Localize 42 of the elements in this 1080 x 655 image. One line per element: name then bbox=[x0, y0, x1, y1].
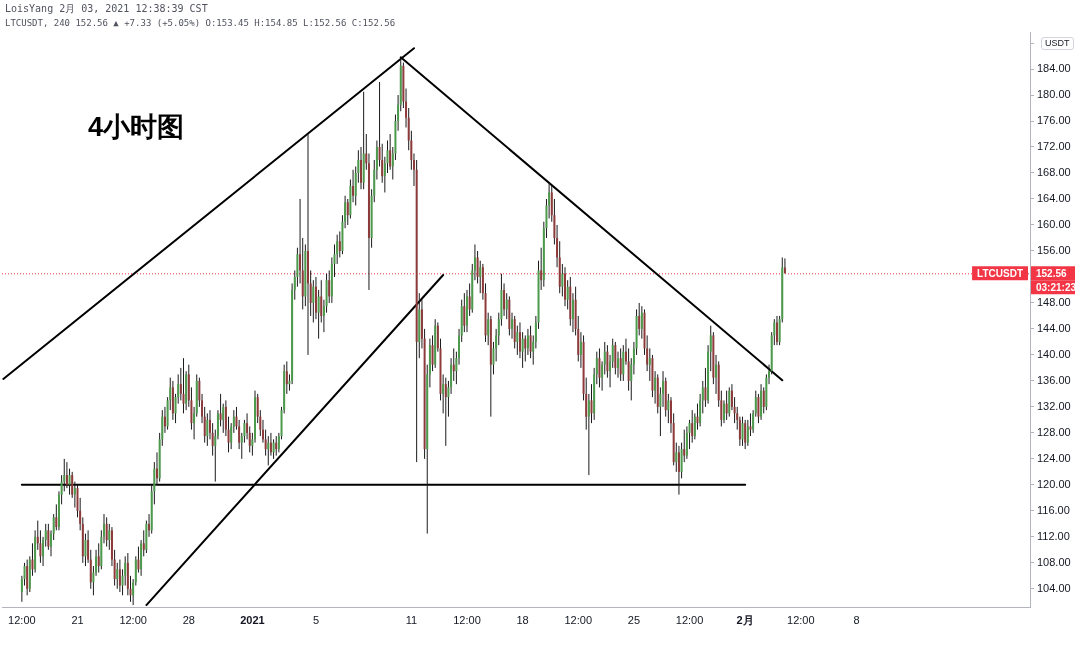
y-tick-label: 168.00 bbox=[1037, 166, 1071, 179]
text: 03:21:23 bbox=[1036, 281, 1077, 293]
x-tick-label: 11 bbox=[405, 613, 418, 626]
y-tick-label: 124.00 bbox=[1037, 451, 1071, 464]
y-tick-label: 156.00 bbox=[1037, 243, 1071, 256]
y-axis-title: USDT bbox=[1041, 37, 1074, 50]
y-tick-label: 160.00 bbox=[1037, 218, 1071, 230]
y-tick-label: 120.00 bbox=[1037, 477, 1071, 490]
y-tick-label: 180.00 bbox=[1037, 88, 1071, 101]
ref-line-label: LTCUSDT bbox=[977, 267, 1023, 279]
y-tick-label: 140.00 bbox=[1037, 347, 1071, 360]
x-tick-label: 12:00 bbox=[453, 613, 481, 626]
y-tick-label: 128.00 bbox=[1037, 425, 1071, 438]
y-tick-label: 184.00 bbox=[1037, 62, 1071, 75]
x-tick-label: 8 bbox=[853, 613, 860, 626]
chart-subtitle: LoisYang 2月 03, 2021 12:38:39 CST bbox=[5, 3, 208, 15]
text: 152.56 bbox=[1036, 267, 1068, 279]
x-tick-label: 2月 bbox=[736, 613, 754, 626]
x-tick-label: 21 bbox=[71, 613, 84, 626]
y-tick-label: 112.00 bbox=[1037, 529, 1070, 542]
y-tick-label: 144.00 bbox=[1037, 321, 1071, 334]
x-tick-label: 5 bbox=[312, 613, 320, 626]
x-tick-label: 12:00 bbox=[564, 613, 593, 626]
y-tick-label: 104.00 bbox=[1037, 581, 1071, 594]
x-tick-label: 12:00 bbox=[787, 613, 815, 626]
x-tick-label: 12:00 bbox=[119, 613, 147, 626]
y-tick-label: 172.00 bbox=[1037, 140, 1071, 153]
x-tick-label: 28 bbox=[182, 613, 195, 626]
x-tick-label: 12:00 bbox=[675, 613, 704, 626]
x-tick-label: 18 bbox=[516, 613, 529, 626]
y-tick-label: 136.00 bbox=[1037, 373, 1071, 386]
x-tick-label: 25 bbox=[627, 613, 641, 626]
y-tick-label: 148.00 bbox=[1037, 295, 1071, 308]
text: 4小时图 bbox=[88, 112, 185, 144]
y-tick-label: 108.00 bbox=[1037, 555, 1071, 568]
text: LTCUSDT, 240 152.56 ▲ +7.33 (+5.05%) O:153.45 H:154.85 L:152.56 C:152.56 bbox=[5, 18, 396, 29]
x-tick-label: 12:00 bbox=[8, 613, 36, 626]
x-tick-label: 2021 bbox=[240, 613, 265, 626]
y-tick-label: 176.00 bbox=[1037, 114, 1071, 127]
y-tick-label: 132.00 bbox=[1037, 399, 1071, 412]
y-tick-label: 164.00 bbox=[1037, 192, 1071, 205]
y-tick-label: 116.00 bbox=[1037, 503, 1070, 516]
